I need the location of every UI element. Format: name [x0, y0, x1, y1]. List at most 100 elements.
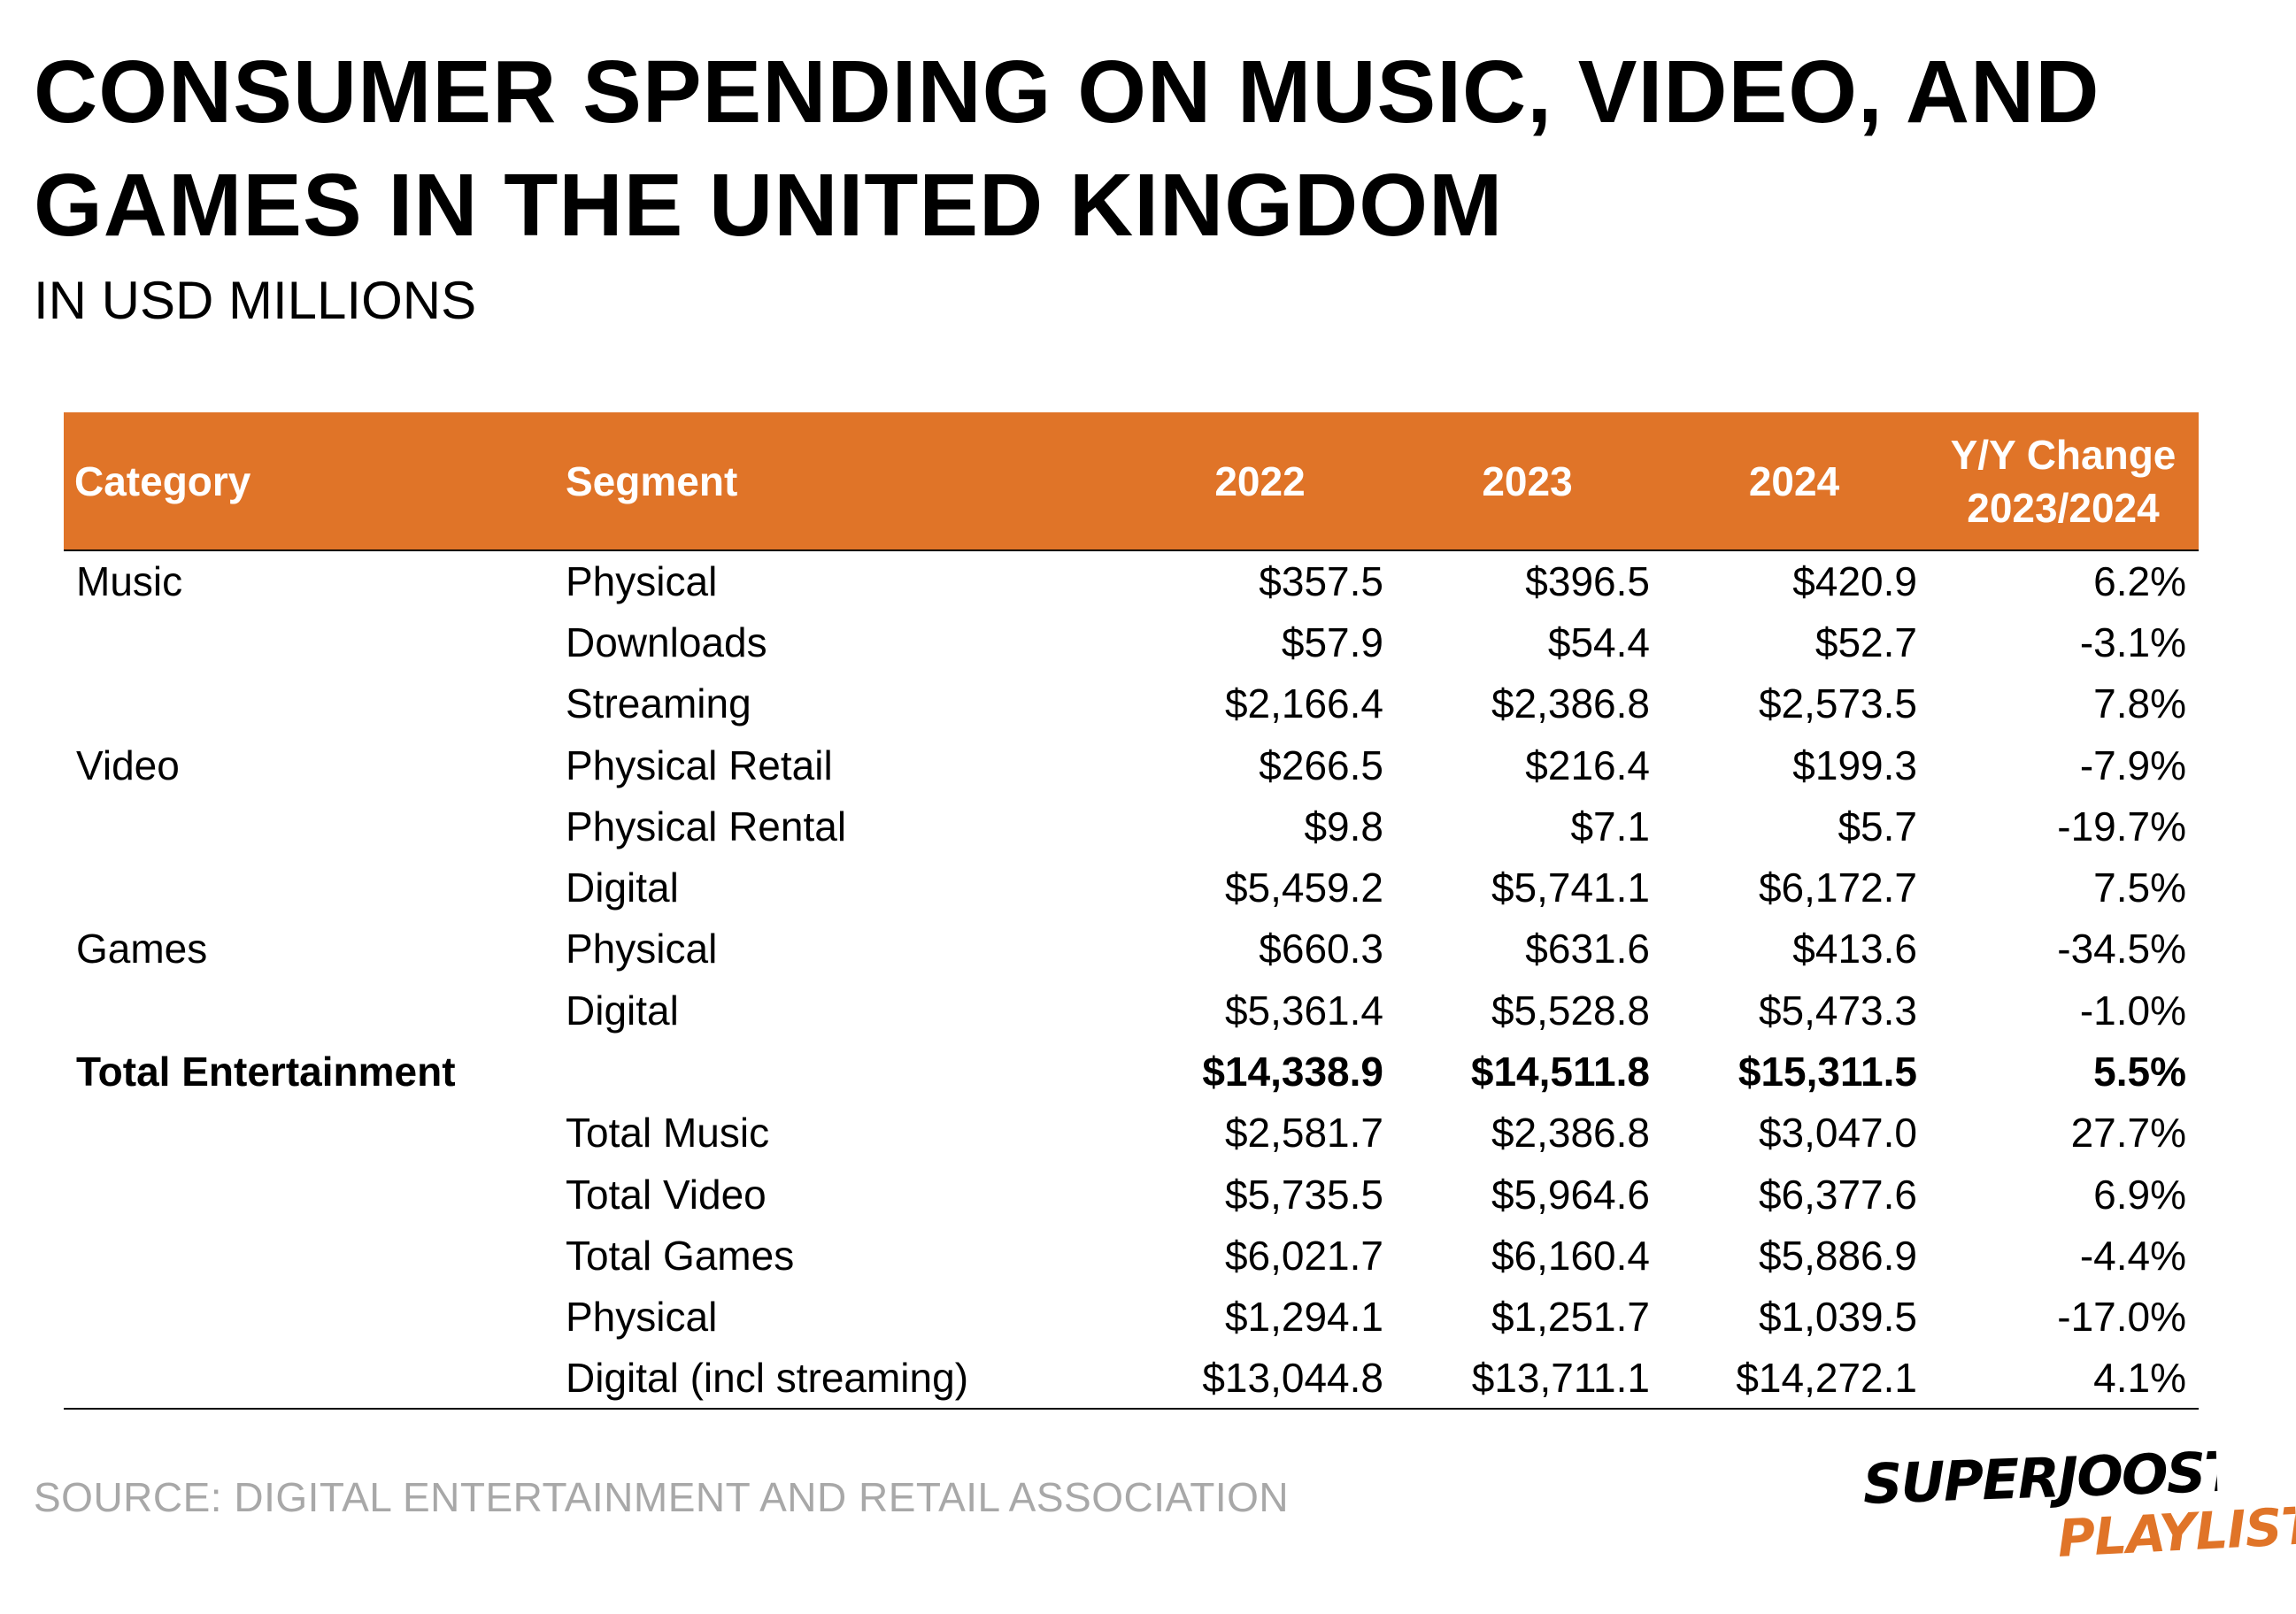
category-cell	[64, 1225, 555, 1286]
header-yoy-line1: Y/Y Change	[1950, 431, 2177, 478]
table-row: Total Music $2,581.7 $2,386.8 $3,047.0 27.7%	[64, 1103, 2199, 1164]
value-2022-cell: $5,459.2	[1224, 865, 1383, 911]
value-2024-cell: $199.3	[1792, 742, 1917, 788]
yoy-change-cell: 27.7%	[2070, 1110, 2186, 1157]
yoy-change-cell: -3.1%	[2079, 619, 2186, 665]
yoy-change-cell: -34.5%	[2057, 926, 2186, 972]
segment-cell: Digital (incl streaming)	[555, 1347, 1126, 1410]
table-row: Total Entertainment $14,338.9 $14,511.8 $15…	[64, 1041, 2199, 1102]
segment-cell: Physical	[566, 1294, 718, 1341]
value-2022-cell: $2,166.4	[1224, 680, 1383, 727]
value-2024-cell: $5.7	[1838, 803, 1917, 849]
logo-wordmark-bottom: PLAYLIST	[2056, 1491, 2296, 1592]
table-header: Category Segment 2022 2023 2024 Y/Y Chan…	[64, 412, 2199, 551]
value-2023-cell: $631.6	[1525, 926, 1650, 972]
value-2024-cell: $2,573.5	[1758, 680, 1917, 727]
chart-title: CONSUMER SPENDING ON MUSIC, VIDEO, AND G…	[34, 42, 2100, 255]
yoy-change-cell: -7.9%	[2079, 742, 2186, 788]
table-row: Digital $5,459.2 $5,741.1 $6,172.7 7.5%	[64, 857, 2199, 918]
value-2022-cell: $5,361.4	[1224, 987, 1383, 1034]
spending-table: Category Segment 2022 2023 2024 Y/Y Chan…	[64, 412, 2199, 1410]
value-2023-cell: $13,711.1	[1394, 1347, 1660, 1410]
yoy-change-cell: 7.5%	[2093, 865, 2186, 911]
yoy-change-cell: 5.5%	[2093, 1049, 2186, 1095]
table-row: Physical Rental $9.8 $7.1 $5.7 -19.7%	[64, 795, 2199, 857]
header-yoy-line2: 2023/2024	[1967, 484, 2160, 531]
table-row: Video Physical Retail $266.5 $216.4 $199.3 -7…	[64, 734, 2199, 795]
yoy-change-cell: 6.9%	[2093, 1171, 2186, 1218]
category-cell	[64, 1164, 555, 1225]
category-cell: Games	[76, 926, 208, 972]
value-2022-cell: $9.8	[1304, 803, 1383, 849]
value-2024-cell: $6,172.7	[1758, 865, 1917, 911]
category-cell: Total Entertainment	[76, 1049, 456, 1095]
value-2024-cell: $5,473.3	[1758, 987, 1917, 1034]
table-row: Total Games $6,021.7 $6,160.4 $5,886.9 -4.4%	[64, 1225, 2199, 1286]
segment-cell: Physical Rental	[566, 803, 847, 849]
header-category: Category	[64, 412, 555, 551]
value-2023-cell: $5,964.6	[1491, 1171, 1650, 1218]
source-note: SOURCE: DIGITAL ENTERTAINMENT AND RETAIL…	[34, 1474, 1290, 1520]
value-2023-cell: $54.4	[1547, 619, 1650, 665]
segment-cell: Total Video	[566, 1171, 767, 1218]
segment-cell: Digital	[566, 865, 679, 911]
value-2022-cell: $266.5	[1259, 742, 1383, 788]
value-2022-cell: $5,735.5	[1224, 1171, 1383, 1218]
value-2023-cell: $6,160.4	[1491, 1232, 1650, 1279]
superjoost-playlist-logo: SUPERJOOST PLAYLIST	[1854, 1439, 2296, 1610]
category-cell	[64, 1103, 555, 1164]
logo-bottom-text: PLAYLIST	[2056, 1495, 2296, 1569]
table-row: Games Physical $660.3 $631.6 $413.6 -34.5%	[64, 918, 2199, 980]
segment-cell: Physical	[566, 558, 718, 605]
segment-cell: Downloads	[566, 619, 767, 665]
value-2024-cell: $420.9	[1792, 558, 1917, 605]
logo-top-text: SUPERJOOST	[1862, 1439, 2218, 1517]
table-row: Streaming $2,166.4 $2,386.8 $2,573.5 7.8%	[64, 673, 2199, 734]
value-2024-cell: $1,039.5	[1758, 1294, 1917, 1341]
value-2023-cell: $5,741.1	[1491, 865, 1650, 911]
table-row: Music Physical $357.5 $396.5 $420.9 6.2%	[64, 550, 2199, 611]
value-2023-cell: $5,528.8	[1491, 987, 1650, 1034]
value-2022-cell: $1,294.1	[1224, 1294, 1383, 1341]
category-cell	[64, 611, 555, 672]
category-cell	[64, 1287, 555, 1348]
category-cell	[64, 1347, 555, 1410]
header-2024: 2024	[1660, 412, 1928, 551]
logo-wordmark-top: SUPERJOOST	[1861, 1436, 2247, 1536]
category-cell	[64, 673, 555, 734]
value-2024-cell: $14,272.1	[1660, 1347, 1928, 1410]
segment-cell: Digital	[566, 987, 679, 1034]
yoy-change-cell: -19.7%	[2057, 803, 2186, 849]
value-2022-cell: $14,338.9	[1202, 1049, 1383, 1095]
category-cell: Music	[76, 558, 183, 605]
segment-cell: Physical	[566, 926, 718, 972]
value-2022-cell: $357.5	[1259, 558, 1383, 605]
value-2022-cell: $2,581.7	[1224, 1110, 1383, 1157]
table-body: Music Physical $357.5 $396.5 $420.9 6.2% Downl…	[64, 550, 2199, 1410]
value-2022-cell: $660.3	[1259, 926, 1383, 972]
logo-wordmark-top-graphic: SUPERJOOST	[1862, 1439, 2247, 1517]
table-row: Physical $1,294.1 $1,251.7 $1,039.5 -17.0%	[64, 1287, 2199, 1348]
value-2022-cell: $57.9	[1281, 619, 1383, 665]
yoy-change-cell: 6.2%	[2093, 558, 2186, 605]
table-row: Digital (incl streaming) $13,044.8 $13,711…	[64, 1347, 2199, 1410]
value-2024-cell: $3,047.0	[1758, 1110, 1917, 1157]
value-2023-cell: $2,386.8	[1491, 680, 1650, 727]
yoy-change-cell: 7.8%	[2093, 680, 2186, 727]
table-row: Downloads $57.9 $54.4 $52.7 -3.1%	[64, 611, 2199, 672]
logo-wordmark-bottom-graphic: PLAYLIST	[2056, 1495, 2296, 1569]
segment-cell: Total Music	[566, 1110, 770, 1157]
table-row: Total Video $5,735.5 $5,964.6 $6,377.6 6.9%	[64, 1164, 2199, 1225]
category-cell	[64, 980, 555, 1041]
value-2023-cell: $396.5	[1525, 558, 1650, 605]
value-2023-cell: $216.4	[1525, 742, 1650, 788]
category-cell	[64, 857, 555, 918]
yoy-change-cell: -17.0%	[2057, 1294, 2186, 1341]
segment-cell: Streaming	[566, 680, 751, 727]
value-2023-cell: $7.1	[1570, 803, 1650, 849]
yoy-change-cell: -1.0%	[2079, 987, 2186, 1034]
segment-cell: Total Games	[566, 1232, 795, 1279]
value-2024-cell: $5,886.9	[1758, 1232, 1917, 1279]
data-table-container: Category Segment 2022 2023 2024 Y/Y Chan…	[64, 412, 2199, 1410]
category-cell: Video	[76, 742, 180, 788]
